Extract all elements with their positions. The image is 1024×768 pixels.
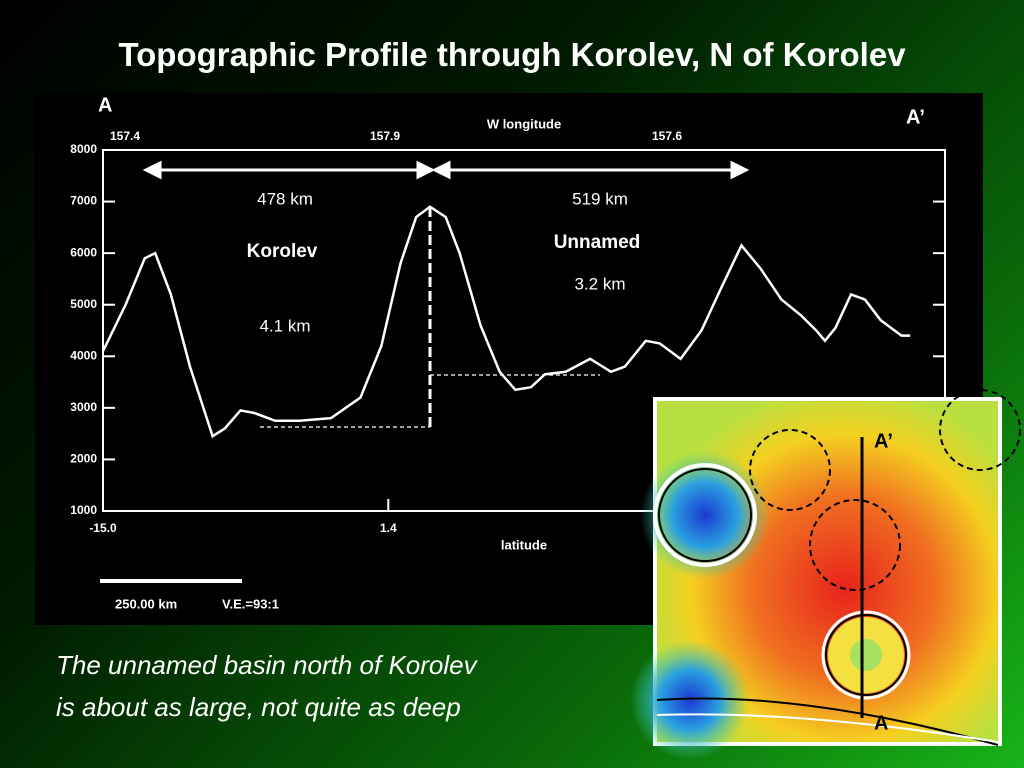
y-tick-label: 3000 bbox=[70, 400, 97, 414]
y-tick-label: 4000 bbox=[70, 348, 97, 362]
annotation: 519 km bbox=[572, 189, 628, 208]
slide-title: Topographic Profile through Korolev, N o… bbox=[118, 36, 906, 73]
annotation: 3.2 km bbox=[574, 274, 625, 293]
annotation: Korolev bbox=[247, 241, 318, 262]
top-axis-title: W longitude bbox=[487, 116, 561, 131]
annotation: 4.1 km bbox=[259, 316, 310, 335]
x-tick-label: -15.0 bbox=[89, 521, 117, 535]
top-tick-label: 157.9 bbox=[370, 129, 400, 143]
y-tick-label: 2000 bbox=[70, 452, 97, 466]
x-axis-title: latitude bbox=[501, 537, 547, 552]
endpoint-label: A’ bbox=[906, 106, 925, 128]
top-tick-label: 157.6 bbox=[652, 129, 682, 143]
y-tick-label: 1000 bbox=[70, 503, 97, 517]
annotation: 478 km bbox=[257, 189, 313, 208]
annotation: V.E.=93:1 bbox=[222, 596, 279, 611]
caption-line: is about as large, not quite as deep bbox=[56, 692, 461, 722]
x-tick-label: 1.4 bbox=[380, 521, 397, 535]
map-label: A’ bbox=[874, 430, 893, 452]
map-label: A bbox=[874, 712, 888, 734]
y-tick-label: 5000 bbox=[70, 297, 97, 311]
top-tick-label: 157.4 bbox=[110, 129, 140, 143]
y-tick-label: 7000 bbox=[70, 194, 97, 208]
span-arrows bbox=[142, 160, 750, 180]
caption-line: The unnamed basin north of Korolev bbox=[56, 650, 477, 680]
y-tick-label: 6000 bbox=[70, 245, 97, 259]
profile-line bbox=[101, 205, 911, 439]
map-inset: A’ A bbox=[630, 389, 1021, 760]
endpoint-label: A bbox=[98, 94, 112, 116]
depth-guides bbox=[260, 374, 600, 428]
plot-frame bbox=[102, 149, 946, 512]
annotation: 250.00 km bbox=[115, 596, 177, 611]
annotation: Unnamed bbox=[554, 232, 641, 253]
y-tick-label: 8000 bbox=[70, 142, 97, 156]
